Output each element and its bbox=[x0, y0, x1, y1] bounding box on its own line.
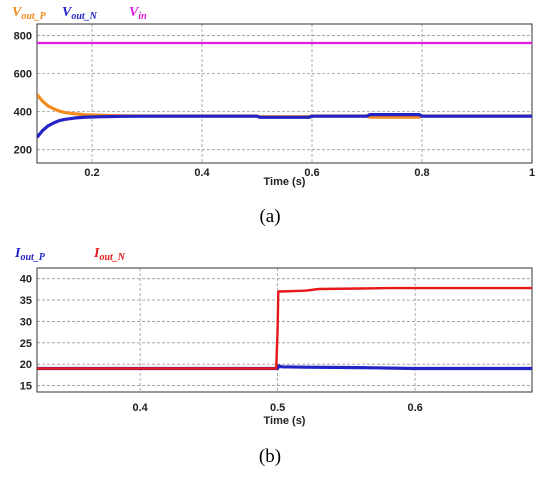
panel-caption-a: (a) bbox=[259, 206, 280, 227]
y-tick-label: 25 bbox=[20, 338, 32, 350]
x-tick-label: 0.2 bbox=[84, 167, 99, 179]
legend-entry-v-out-p: Vout_P bbox=[12, 5, 47, 22]
plot-frame bbox=[36, 23, 533, 164]
x-tick-label: 0.4 bbox=[194, 167, 210, 179]
x-tick-label: 0.8 bbox=[414, 167, 429, 179]
y-tick-label: 200 bbox=[14, 145, 32, 157]
legend-entry-v-out-n: Vout_N bbox=[62, 5, 98, 22]
y-tick-label: 800 bbox=[14, 30, 32, 42]
y-tick-label: 15 bbox=[20, 381, 32, 393]
legend-entry-v-in: Vin bbox=[129, 5, 147, 22]
y-tick-label: 600 bbox=[14, 69, 32, 81]
x-tick-label: 0.6 bbox=[407, 402, 422, 414]
x-tick-label: 1 bbox=[529, 167, 535, 179]
y-tick-label: 20 bbox=[20, 359, 32, 371]
x-tick-label: 0.6 bbox=[304, 167, 319, 179]
legend-entry-i-out-p: Iout_P bbox=[14, 246, 46, 263]
y-tick-label: 30 bbox=[20, 316, 32, 328]
series-line-v-out-p bbox=[37, 93, 532, 119]
y-tick-label: 40 bbox=[20, 274, 32, 286]
chart-panel-b: 0.4 0.5 0.6 15 20 25 30 35 40 Time (s) Iout_P Iout_… bbox=[14, 246, 533, 427]
series-group bbox=[37, 286, 532, 371]
series-line-i-out-n bbox=[37, 286, 532, 370]
x-tick-label: 0.4 bbox=[132, 402, 148, 414]
y-tick-label: 35 bbox=[20, 295, 32, 307]
series-line-v-out-n bbox=[37, 112, 532, 139]
plot-frame bbox=[36, 267, 533, 393]
y-tick-label: 400 bbox=[14, 107, 32, 119]
chart-panel-a: 0.2 0.4 0.6 0.8 1 200 400 600 800 Time (s) Vout_P V… bbox=[12, 5, 535, 188]
legend-entry-i-out-n: Iout_N bbox=[93, 246, 126, 263]
series-group bbox=[37, 41, 532, 139]
x-axis-label: Time (s) bbox=[264, 176, 306, 188]
panel-caption-b: (b) bbox=[259, 446, 281, 467]
x-tick-label: 0.5 bbox=[270, 402, 285, 414]
x-axis-label: Time (s) bbox=[264, 415, 306, 427]
